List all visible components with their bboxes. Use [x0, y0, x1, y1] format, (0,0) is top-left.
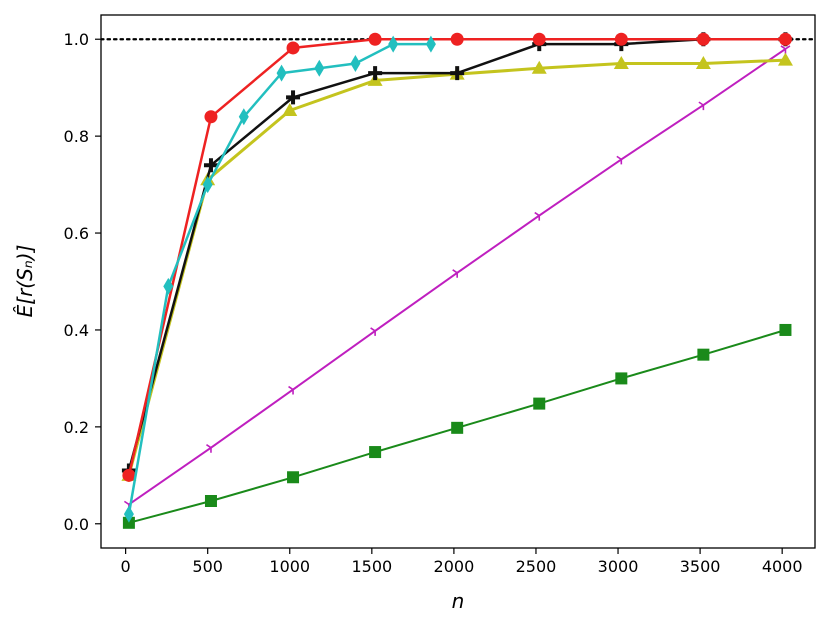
- x-tick-label: 1000: [269, 557, 310, 576]
- data-point: [276, 64, 287, 82]
- data-point: [206, 444, 216, 453]
- x-axis-label: n: [452, 589, 465, 613]
- data-point: [369, 446, 382, 459]
- data-point: [425, 35, 436, 53]
- data-point: [287, 471, 300, 484]
- x-tick-label: 3000: [598, 557, 639, 576]
- axes-frame: [100, 14, 816, 549]
- data-point: [314, 59, 325, 77]
- data-point: [532, 32, 546, 46]
- y-tick-label: 1.0: [64, 30, 89, 49]
- series-0: [122, 323, 792, 529]
- data-point: [368, 32, 382, 46]
- x-tick-label: 2000: [434, 557, 475, 576]
- data-point: [531, 60, 547, 74]
- data-point: [122, 468, 136, 482]
- data-point: [615, 372, 628, 385]
- data-point: [203, 158, 218, 173]
- data-point: [282, 102, 298, 116]
- data-point: [779, 323, 792, 336]
- plot-area: [101, 32, 815, 529]
- axis-ticks: 0 500 1000 1500 2000 2500 3000 3500 4000 0.0 0.2 0.…: [64, 30, 803, 576]
- data-point: [288, 385, 298, 395]
- data-point: [534, 211, 545, 221]
- data-point: [697, 348, 710, 361]
- x-tick-label: 3500: [680, 557, 721, 576]
- data-point: [350, 54, 361, 72]
- y-tick-label: 0.6: [64, 224, 89, 243]
- data-point: [450, 66, 465, 81]
- data-point: [388, 35, 399, 53]
- data-point: [238, 108, 249, 126]
- data-point: [450, 32, 464, 46]
- data-point: [370, 327, 381, 336]
- y-tick-label: 0.2: [64, 418, 89, 437]
- data-point: [695, 55, 711, 69]
- data-point: [202, 176, 213, 194]
- data-point: [451, 421, 464, 434]
- data-point: [204, 494, 217, 507]
- data-point: [368, 66, 383, 81]
- data-point: [533, 397, 546, 410]
- data-point: [286, 90, 301, 105]
- series-5: [122, 32, 792, 482]
- x-tick-label: 0: [121, 557, 131, 576]
- y-tick-label: 0.4: [64, 321, 89, 340]
- data-point: [204, 110, 218, 124]
- data-point: [614, 32, 628, 46]
- x-tick-label: 1500: [351, 557, 392, 576]
- data-point: [698, 101, 709, 111]
- series-6: [123, 35, 436, 523]
- data-point: [777, 52, 793, 66]
- x-tick-label: 500: [192, 557, 223, 576]
- data-point: [778, 32, 792, 46]
- y-tick-label: 0.8: [64, 127, 89, 146]
- y-tick-label: 0.0: [64, 515, 89, 534]
- data-point: [452, 269, 463, 278]
- data-point: [122, 516, 135, 529]
- data-point: [286, 41, 300, 55]
- data-point: [123, 505, 134, 523]
- data-point: [613, 55, 629, 69]
- data-point: [696, 32, 710, 46]
- y-axis-label: Ê[r(Sₙ)]: [13, 245, 37, 318]
- data-point: [163, 277, 174, 295]
- x-tick-label: 2500: [516, 557, 557, 576]
- x-tick-label: 4000: [762, 557, 803, 576]
- data-point: [616, 155, 627, 165]
